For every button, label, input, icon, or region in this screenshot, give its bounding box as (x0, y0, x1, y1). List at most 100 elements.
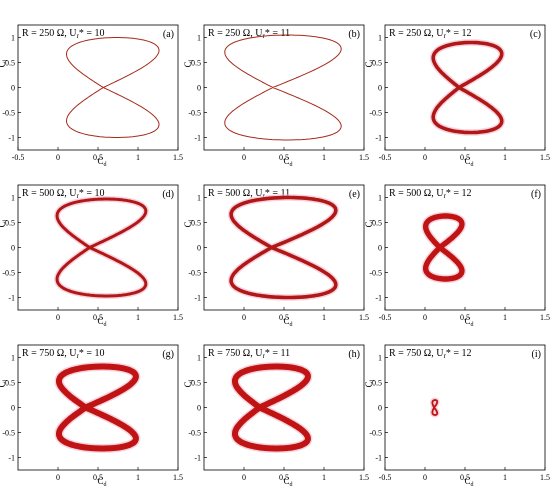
panel-letter: (a) (163, 29, 174, 40)
limit-cycle-curve (423, 213, 465, 282)
x-axis-label: Cd (97, 156, 106, 168)
y-tick-label: 1 (11, 354, 15, 363)
y-tick-label: 0.5 (191, 219, 201, 228)
panel-letter: (e) (349, 189, 360, 200)
limit-cycle-halo (54, 362, 141, 453)
x-tick-label: 0 (423, 153, 427, 162)
x-tick-label: 0 (242, 153, 246, 162)
x-tick-label: 0 (242, 313, 246, 322)
x-tick-label: 1.5 (173, 473, 183, 482)
x-tick-label: 1 (322, 473, 326, 482)
x-tick-label: 0 (242, 473, 246, 482)
panel-a: -0.5 0 0.5 1 1.5 1 0.5 0 -0.5 -1 Cd Cl R = 250 Ω, Ur… (0, 24, 183, 168)
y-axis-label: Cl (364, 59, 376, 67)
x-tick-label: 0.5 (93, 473, 103, 482)
y-tick-label: 0 (197, 84, 201, 93)
panel-title: R = 500 Ω, Ur* = 12 (389, 188, 471, 200)
x-tick-label: 0 (56, 473, 60, 482)
y-tick-label: 1 (11, 194, 15, 203)
x-axis-label: Cd (464, 156, 473, 168)
x-tick-label: -0.5 (379, 153, 392, 162)
x-tick-label: 0.5 (93, 153, 103, 162)
x-tick-label: 0.5 (279, 473, 289, 482)
panel-title: R = 250 Ω, Ur* = 12 (389, 28, 471, 40)
panel-title: R = 500 Ω, Ur* = 10 (22, 188, 104, 200)
plot-frame (203, 184, 365, 311)
x-tick-label: 0 (423, 313, 427, 322)
y-tick-label: 1 (378, 354, 382, 363)
plot-frame (17, 184, 179, 311)
panel-f: -0.5 0 0.5 1 1.5 1 0.5 0 -0.5 -1 Cd Cl R = 500 Ω, Ur… (364, 184, 550, 328)
y-tick-label: -1 (375, 454, 382, 463)
panel-letter: (f) (531, 189, 541, 200)
y-tick-label: -1 (194, 294, 201, 303)
x-tick-label: 1 (503, 473, 507, 482)
panel-letter: (b) (348, 29, 360, 40)
x-tick-label: -0.5 (379, 473, 392, 482)
plot-frame (203, 24, 365, 151)
plot-frame (384, 184, 546, 311)
x-axis-label: Cd (283, 156, 292, 168)
x-tick-label: 1 (136, 473, 140, 482)
y-axis-label: Cl (0, 59, 9, 67)
plot-frame (384, 344, 546, 471)
y-axis-label: Cl (0, 379, 9, 387)
y-tick-label: -0.5 (188, 269, 201, 278)
y-tick-label: 1 (197, 34, 201, 43)
x-tick-label: 0 (56, 153, 60, 162)
y-tick-label: 1 (197, 194, 201, 203)
y-tick-label: 0.5 (191, 59, 201, 68)
y-tick-label: -0.5 (2, 429, 15, 438)
x-tick-label: 0.5 (279, 153, 289, 162)
x-tick-label: 1.5 (359, 473, 369, 482)
panel-letter: (h) (348, 349, 360, 360)
y-tick-label: 0 (11, 404, 15, 413)
y-tick-label: -0.5 (369, 269, 382, 278)
limit-cycle-curve (232, 363, 311, 452)
x-axis-label: Cd (464, 476, 473, 488)
x-tick-label: 1.5 (540, 473, 550, 482)
y-tick-label: 0.5 (5, 59, 15, 68)
y-tick-label: 1 (197, 354, 201, 363)
x-tick-label: 1.5 (540, 313, 550, 322)
y-tick-label: -1 (8, 134, 15, 143)
panel-letter: (g) (162, 349, 174, 360)
limit-cycle-halo (227, 194, 340, 301)
x-tick-label: 1 (503, 313, 507, 322)
x-tick-label: 0 (56, 313, 60, 322)
y-tick-label: -0.5 (188, 429, 201, 438)
x-tick-label: 0.5 (460, 473, 470, 482)
y-tick-label: -0.5 (2, 109, 15, 118)
y-tick-label: 0 (11, 244, 15, 253)
y-tick-label: 0 (378, 404, 382, 413)
x-tick-label: 1.5 (173, 313, 183, 322)
panel-letter: (i) (532, 349, 541, 360)
y-tick-label: -1 (8, 454, 15, 463)
panel-c: -0.5 0 0.5 1 1.5 1 0.5 0 -0.5 -1 Cd Cl R = 250 Ω, Ur… (364, 24, 550, 168)
limit-cycle-curve (229, 195, 338, 300)
limit-cycle-curve (224, 34, 342, 141)
y-tick-label: -0.5 (188, 109, 201, 118)
x-tick-label: 0 (423, 473, 427, 482)
x-tick-label: 1.5 (173, 153, 183, 162)
x-tick-label: -0.5 (12, 153, 25, 162)
limit-cycle-halo (54, 196, 149, 299)
x-tick-label: 1 (136, 313, 140, 322)
panel-title: R = 750 Ω, Ur* = 11 (208, 348, 290, 360)
x-tick-label: 1.5 (359, 153, 369, 162)
panel-letter: (d) (162, 189, 174, 200)
y-tick-label: 1 (378, 194, 382, 203)
panel-d: 0 0.5 1 1.5 1 0.5 0 -0.5 -1 Cd Cl R = 500 Ω, Ur* = … (0, 184, 183, 328)
x-tick-label: 0.5 (460, 313, 470, 322)
y-axis-label: Cl (183, 59, 195, 67)
x-axis-label: Cd (97, 476, 106, 488)
x-tick-label: -0.5 (379, 313, 392, 322)
y-tick-label: 0.5 (372, 59, 382, 68)
x-tick-label: 0.5 (93, 313, 103, 322)
y-tick-label: 0 (11, 84, 15, 93)
y-tick-label: -1 (375, 134, 382, 143)
x-tick-label: 1 (503, 153, 507, 162)
x-tick-label: 1.5 (359, 313, 369, 322)
